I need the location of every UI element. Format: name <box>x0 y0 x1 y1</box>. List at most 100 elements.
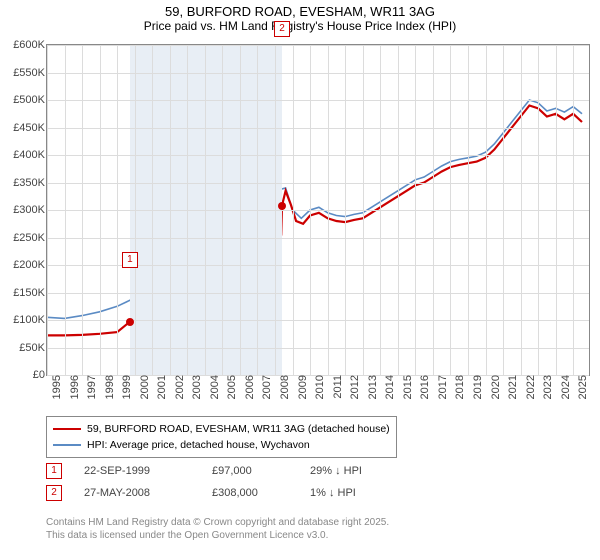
y-axis-label: £200K <box>13 259 47 271</box>
x-axis-label: 2008 <box>275 375 291 399</box>
marker-box: 2 <box>274 21 290 37</box>
gridline-h <box>47 100 589 101</box>
y-axis-label: £550K <box>13 67 47 79</box>
x-axis-label: 1999 <box>117 375 133 399</box>
y-axis-label: £500K <box>13 94 47 106</box>
x-axis-label: 2020 <box>486 375 502 399</box>
x-axis-label: 2023 <box>538 375 554 399</box>
x-axis-label: 2013 <box>363 375 379 399</box>
gridline-v <box>82 45 83 375</box>
y-axis-label: £600K <box>13 39 47 51</box>
sales-date: 22-SEP-1999 <box>84 465 194 477</box>
sales-date: 27-MAY-2008 <box>84 487 194 499</box>
gridline-v <box>257 45 258 375</box>
legend-label-hpi: HPI: Average price, detached house, Wych… <box>87 437 310 453</box>
gridline-v <box>345 45 346 375</box>
gridline-h <box>47 155 589 156</box>
y-axis-label: £350K <box>13 177 47 189</box>
gridline-v <box>222 45 223 375</box>
x-axis-label: 2006 <box>240 375 256 399</box>
gridline-h <box>47 45 589 46</box>
gridline-v <box>100 45 101 375</box>
gridline-h <box>47 73 589 74</box>
gridline-v <box>170 45 171 375</box>
page-subtitle: Price paid vs. HM Land Registry's House … <box>0 19 600 33</box>
x-axis-label: 2014 <box>380 375 396 399</box>
x-axis-label: 2002 <box>170 375 186 399</box>
legend-swatch-hpi <box>53 444 81 446</box>
sales-row: 1 22-SEP-1999 £97,000 29% ↓ HPI <box>46 460 410 482</box>
gridline-v <box>293 45 294 375</box>
x-axis-label: 2003 <box>187 375 203 399</box>
legend: 59, BURFORD ROAD, EVESHAM, WR11 3AG (det… <box>46 416 397 458</box>
footer-line1: Contains HM Land Registry data © Crown c… <box>46 516 389 529</box>
sales-table: 1 22-SEP-1999 £97,000 29% ↓ HPI 2 27-MAY-2008… <box>46 460 410 504</box>
x-axis-label: 2010 <box>310 375 326 399</box>
gridline-h <box>47 238 589 239</box>
gridline-v <box>433 45 434 375</box>
sales-price: £308,000 <box>212 487 292 499</box>
gridline-v <box>187 45 188 375</box>
x-axis-label: 2015 <box>398 375 414 399</box>
gridline-v <box>135 45 136 375</box>
marker-dot <box>278 202 286 210</box>
gridline-v <box>521 45 522 375</box>
gridline-h <box>47 293 589 294</box>
gridline-v <box>310 45 311 375</box>
legend-row-hpi: HPI: Average price, detached house, Wych… <box>53 437 390 453</box>
sales-marker-box: 1 <box>46 463 62 479</box>
x-axis-label: 2007 <box>257 375 273 399</box>
gridline-v <box>398 45 399 375</box>
y-axis-label: £400K <box>13 149 47 161</box>
gridline-v <box>47 45 48 375</box>
footer: Contains HM Land Registry data © Crown c… <box>46 516 389 542</box>
x-axis-label: 2012 <box>345 375 361 399</box>
sales-price: £97,000 <box>212 465 292 477</box>
x-axis-label: 2021 <box>503 375 519 399</box>
footer-line2: This data is licensed under the Open Gov… <box>46 529 389 542</box>
gridline-v <box>538 45 539 375</box>
x-axis-label: 2009 <box>293 375 309 399</box>
chart-plot-area: £0£50K£100K£150K£200K£250K£300K£350K£400… <box>46 44 590 376</box>
x-axis-label: 1996 <box>65 375 81 399</box>
gridline-v <box>363 45 364 375</box>
gridline-v <box>450 45 451 375</box>
gridline-v <box>275 45 276 375</box>
gridline-v <box>240 45 241 375</box>
y-axis-label: £250K <box>13 232 47 244</box>
gridline-v <box>468 45 469 375</box>
sales-diff: 29% ↓ HPI <box>310 465 410 477</box>
legend-swatch-price-paid <box>53 428 81 430</box>
x-axis-label: 2005 <box>222 375 238 399</box>
y-axis-label: £50K <box>19 342 47 354</box>
gridline-v <box>415 45 416 375</box>
gridline-h <box>47 183 589 184</box>
sales-marker-box: 2 <box>46 485 62 501</box>
x-axis-label: 2004 <box>205 375 221 399</box>
sales-row: 2 27-MAY-2008 £308,000 1% ↓ HPI <box>46 482 410 504</box>
x-axis-label: 1995 <box>47 375 63 399</box>
y-axis-label: £150K <box>13 287 47 299</box>
y-axis-label: £0 <box>33 369 47 381</box>
gridline-h <box>47 210 589 211</box>
gridline-v <box>152 45 153 375</box>
gridline-v <box>117 45 118 375</box>
x-axis-label: 2018 <box>450 375 466 399</box>
marker-dot <box>126 318 134 326</box>
x-axis-label: 1997 <box>82 375 98 399</box>
gridline-v <box>328 45 329 375</box>
x-axis-label: 2016 <box>415 375 431 399</box>
sales-diff: 1% ↓ HPI <box>310 487 410 499</box>
legend-label-price-paid: 59, BURFORD ROAD, EVESHAM, WR11 3AG (det… <box>87 421 390 437</box>
x-axis-label: 2019 <box>468 375 484 399</box>
x-axis-label: 1998 <box>100 375 116 399</box>
marker-box: 1 <box>122 252 138 268</box>
gridline-v <box>65 45 66 375</box>
y-axis-label: £100K <box>13 314 47 326</box>
gridline-v <box>503 45 504 375</box>
gridline-h <box>47 128 589 129</box>
gridline-v <box>205 45 206 375</box>
gridline-v <box>573 45 574 375</box>
gridline-h <box>47 348 589 349</box>
x-axis-label: 2022 <box>521 375 537 399</box>
